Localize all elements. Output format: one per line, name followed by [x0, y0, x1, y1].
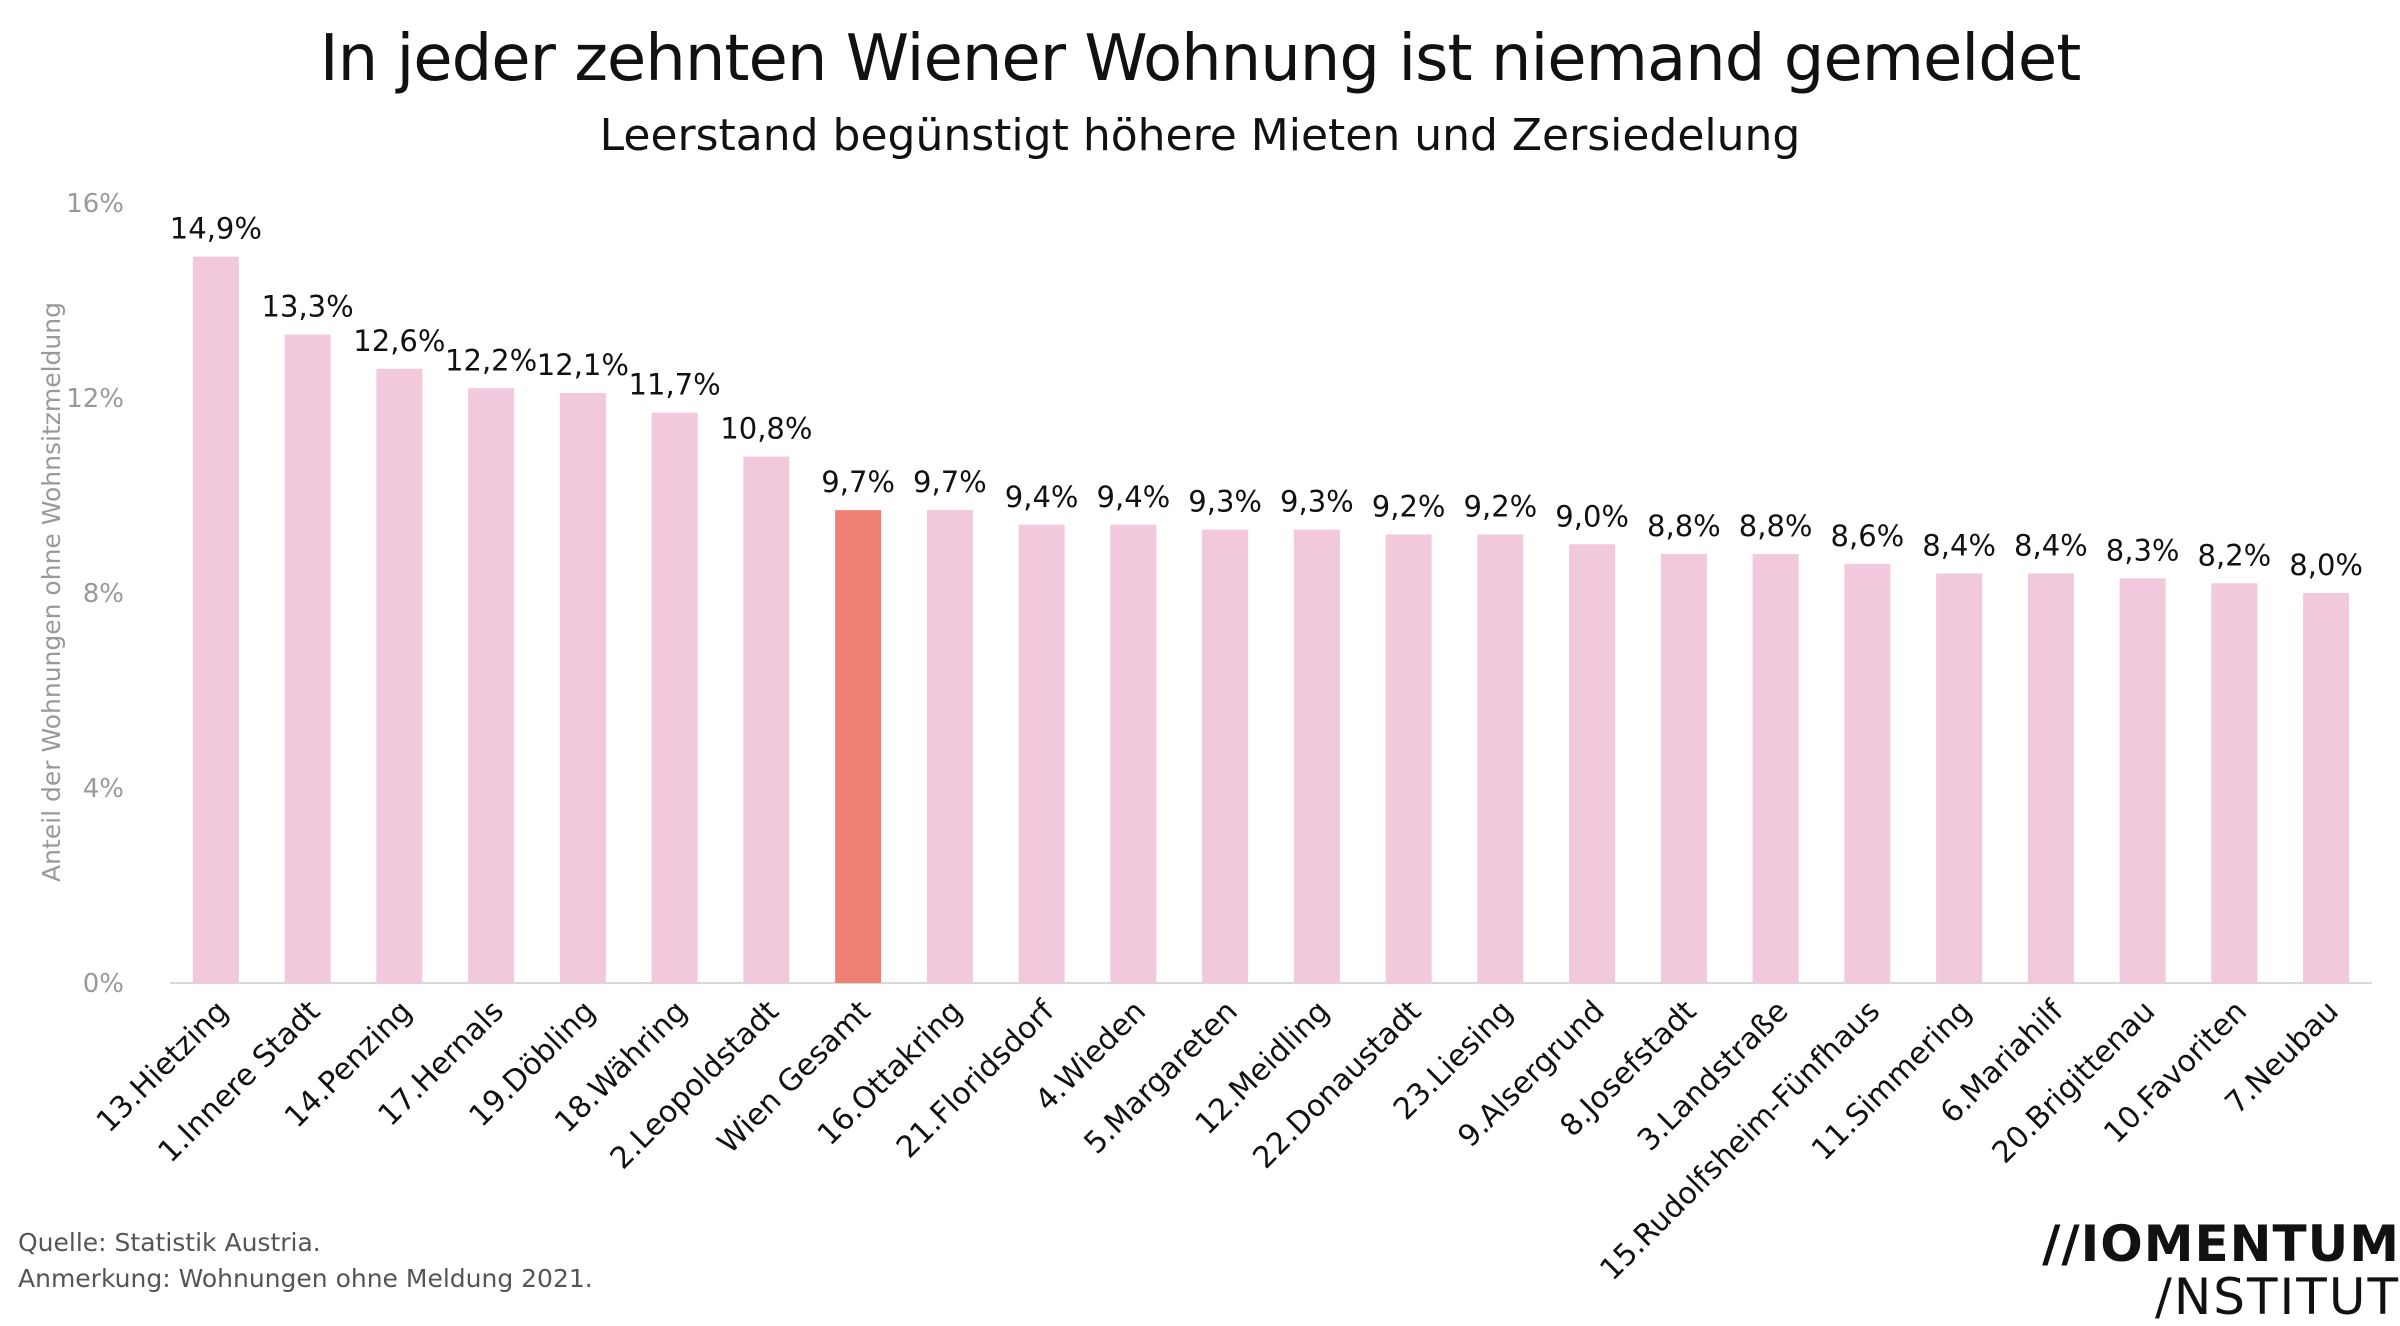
- chart-subtitle: Leerstand begünstigt höhere Mieten und Z…: [599, 110, 1801, 161]
- x-tick-label: 11.Simmering: [1805, 994, 1979, 1168]
- bar: [1293, 529, 1340, 983]
- remark-note: Anmerkung: Wohnungen ohne Meldung 2021.: [18, 1264, 593, 1293]
- bar: [468, 388, 515, 983]
- chart-title: In jeder zehnten Wiener Wohnung ist niem…: [319, 22, 2082, 96]
- bar: [192, 256, 239, 983]
- source-note: Quelle: Statistik Austria.: [18, 1228, 321, 1257]
- data-label: 8,4%: [1922, 529, 1996, 563]
- bar: [284, 334, 331, 983]
- data-label: 8,0%: [2289, 548, 2363, 582]
- data-label: 8,8%: [1739, 509, 1813, 543]
- x-tick-label: 1.Innere Stadt: [151, 994, 327, 1170]
- bar: [1018, 524, 1065, 983]
- momentum-institut-logo: //IOMENTUM /NSTITUT: [2000, 1218, 2400, 1323]
- y-tick-label: 0%: [83, 969, 124, 999]
- data-label: 9,4%: [1097, 480, 1171, 514]
- bar: [926, 510, 973, 983]
- bar: [1477, 534, 1524, 983]
- x-tick-label: 2.Leopoldstadt: [604, 994, 787, 1177]
- bar: [1110, 524, 1157, 983]
- data-label: 9,3%: [1188, 485, 1262, 519]
- data-label: 9,7%: [913, 465, 987, 499]
- data-label: 12,1%: [537, 348, 629, 382]
- bar: [1569, 544, 1616, 983]
- y-tick-label: 4%: [83, 774, 124, 804]
- bar: [376, 368, 423, 983]
- value-labels: 14,9% 13,3%12,6%12,2% 12,1%11,7% 10,8% 9,7% 9…: [170, 212, 2363, 582]
- data-label: 9,4%: [1005, 480, 1079, 514]
- data-label: 10,8%: [720, 412, 812, 446]
- data-label: 12,2%: [445, 343, 537, 377]
- data-label: 9,7%: [821, 465, 895, 499]
- data-label: 8,2%: [2198, 538, 2272, 572]
- bar: [1844, 563, 1891, 983]
- x-tick-label: 20.Brigittenau: [1986, 994, 2163, 1171]
- y-tick-label: 12%: [66, 384, 124, 414]
- data-label: 8,8%: [1647, 509, 1721, 543]
- data-label: 13,3%: [262, 290, 354, 324]
- logo-line-2: /NSTITUT: [2155, 1267, 2400, 1326]
- data-label: 12,6%: [353, 324, 445, 358]
- bar: [2119, 578, 2166, 983]
- data-label: 8,3%: [2106, 533, 2180, 567]
- logo-line-1: //IOMENTUM: [2042, 1215, 2400, 1273]
- data-label: 8,4%: [2014, 529, 2088, 563]
- data-label: 11,7%: [629, 368, 721, 402]
- x-tick-label: 22.Donaustadt: [1246, 994, 1428, 1176]
- bar: [835, 510, 882, 983]
- data-label: 14,9%: [170, 212, 262, 246]
- bar: [1385, 534, 1432, 983]
- data-label: 9,3%: [1280, 485, 1354, 519]
- bar: [2027, 573, 2074, 983]
- data-label: 9,0%: [1555, 499, 1629, 533]
- data-label: 9,2%: [1464, 490, 1538, 524]
- x-tick-label: 21.Floridsdorf: [890, 993, 1062, 1165]
- bar: [2211, 583, 2258, 983]
- y-tick-label: 8%: [83, 579, 124, 609]
- bar: [743, 456, 790, 983]
- y-axis-label: Anteil der Wohnungen ohne Wohnsitzmeldun…: [37, 302, 66, 882]
- bar: [1752, 554, 1799, 983]
- bar: [1202, 529, 1249, 983]
- bar: [559, 393, 606, 983]
- bars: [192, 256, 2350, 983]
- y-tick-label: 16%: [66, 189, 124, 219]
- bar: [1660, 554, 1707, 983]
- y-axis-ticks: 0% 4% 8% 12% 16%: [66, 189, 124, 999]
- bar: [651, 412, 698, 983]
- bar: [2303, 593, 2350, 983]
- bar: [1936, 573, 1983, 983]
- data-label: 9,2%: [1372, 490, 1446, 524]
- data-label: 8,6%: [1831, 519, 1905, 553]
